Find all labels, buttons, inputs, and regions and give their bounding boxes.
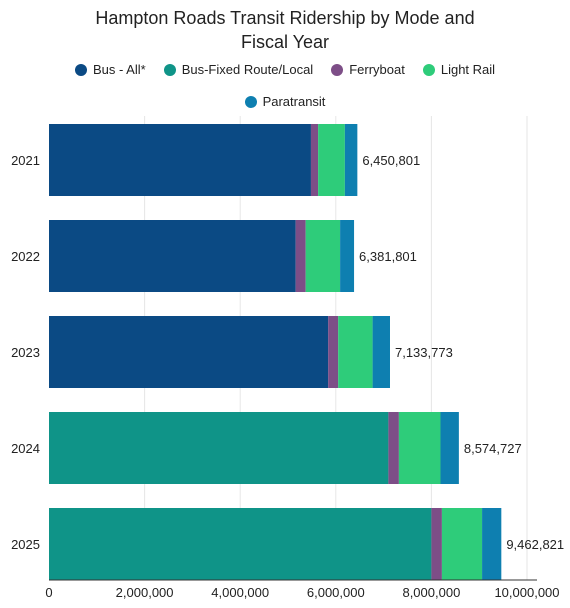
chart-title-line-2: Fiscal Year xyxy=(240,32,330,52)
bar-segment xyxy=(372,316,390,388)
legend-swatch xyxy=(331,63,344,76)
x-tick-label: 4,000,000 xyxy=(211,585,269,600)
bar-segment xyxy=(482,508,502,580)
legend-label: Light Rail xyxy=(440,62,496,77)
category-label: 2024 xyxy=(11,441,40,456)
legend-label: Bus-Fixed Route/Local xyxy=(181,62,314,77)
legend-label: Bus - All* xyxy=(92,62,146,77)
total-label: 7,133,773 xyxy=(395,345,453,360)
legend-swatch xyxy=(163,63,176,76)
bar-segment xyxy=(49,412,389,484)
legend-item-ferryboat[interactable]: Ferryboat xyxy=(331,62,405,77)
legend-swatch xyxy=(244,95,257,108)
total-label: 9,462,821 xyxy=(506,537,564,552)
category-label: 2021 xyxy=(11,153,40,168)
total-label: 6,450,801 xyxy=(362,153,420,168)
legend-swatch xyxy=(74,63,87,76)
bar-segment xyxy=(310,124,319,196)
x-tick-label: 0 xyxy=(45,585,52,600)
x-tick-label: 6,000,000 xyxy=(307,585,365,600)
bar-segment xyxy=(340,220,355,292)
category-label: 2022 xyxy=(11,249,40,264)
legend-row-2: Paratransit xyxy=(0,94,570,109)
bar-segment xyxy=(398,412,441,484)
x-tick-label: 10,000,000 xyxy=(494,585,559,600)
chart-title-line-1: Hampton Roads Transit Ridership by Mode … xyxy=(95,8,475,28)
legend-item-bus-fixed-route[interactable]: Bus-Fixed Route/Local xyxy=(163,62,314,77)
bar-segment xyxy=(388,412,399,484)
x-tick-label: 8,000,000 xyxy=(402,585,460,600)
legend-item-light-rail[interactable]: Light Rail xyxy=(422,62,496,77)
legend-swatch xyxy=(422,63,435,76)
bar-segment xyxy=(49,124,311,196)
bar-segment xyxy=(49,508,432,580)
chart-title: Hampton Roads Transit Ridership by Mode … xyxy=(0,6,570,54)
legend-label: Ferryboat xyxy=(349,62,405,77)
bar-segment xyxy=(431,508,442,580)
bar-segment xyxy=(49,316,329,388)
legend-label: Paratransit xyxy=(262,94,326,109)
bar-segment xyxy=(318,124,345,196)
total-label: 8,574,727 xyxy=(464,441,522,456)
legend-row-1: Bus - All* Bus-Fixed Route/Local Ferrybo… xyxy=(0,62,570,77)
legend-item-bus-all[interactable]: Bus - All* xyxy=(74,62,146,77)
category-label: 2025 xyxy=(11,537,40,552)
bar-segment xyxy=(49,220,296,292)
bar-segment xyxy=(441,508,483,580)
bar-segment xyxy=(344,124,358,196)
legend-item-paratransit[interactable]: Paratransit xyxy=(244,94,326,109)
category-label: 2023 xyxy=(11,345,40,360)
total-label: 6,381,801 xyxy=(359,249,417,264)
bar-segment xyxy=(328,316,339,388)
x-tick-label: 2,000,000 xyxy=(116,585,174,600)
bar-segment xyxy=(440,412,459,484)
bar-segment xyxy=(338,316,373,388)
bar-segment xyxy=(295,220,306,292)
bar-segment xyxy=(305,220,341,292)
